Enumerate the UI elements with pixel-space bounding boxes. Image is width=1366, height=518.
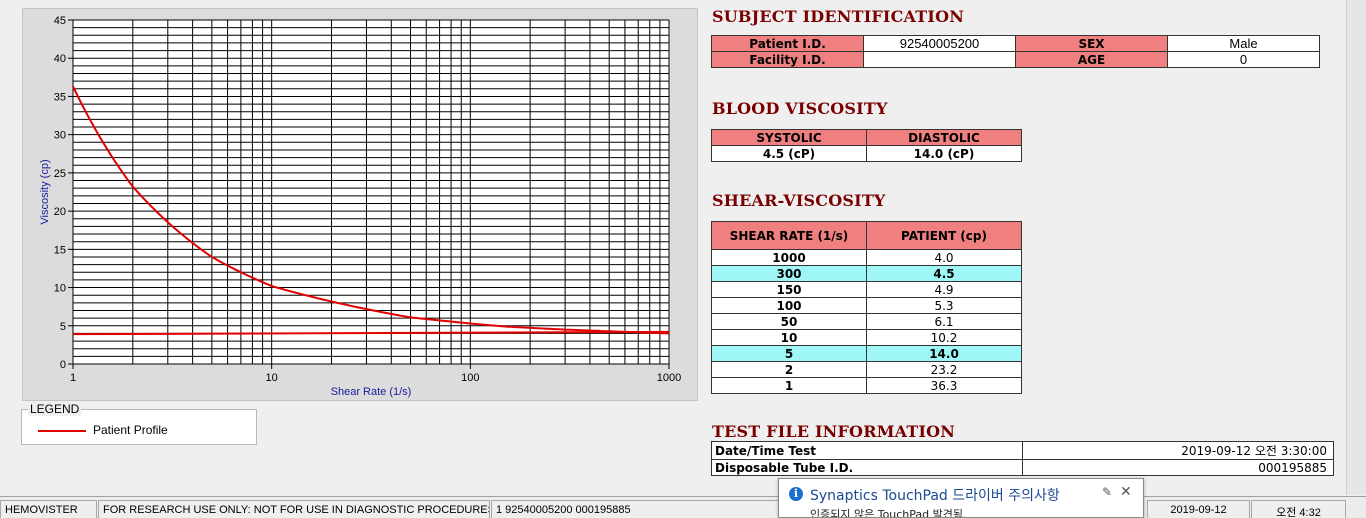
y-axis-label: Viscosity (cp) — [39, 159, 51, 224]
blood-viscosity-table: SYSTOLIC DIASTOLIC 4.5 (cP) 14.0 (cP) — [711, 129, 1022, 162]
shear-rate-header: SHEAR RATE (1/s) — [711, 221, 867, 250]
systolic-header: SYSTOLIC — [711, 129, 867, 146]
datetime-label: Date/Time Test — [711, 441, 1023, 460]
patient-value-cell: 4.9 — [866, 281, 1022, 298]
y-tick-label: 10 — [54, 283, 66, 295]
y-tick-label: 45 — [54, 15, 66, 27]
patient-value-cell: 23.2 — [866, 361, 1022, 378]
x-tick-label: 100 — [461, 372, 479, 384]
pin-icon[interactable]: ✎ — [1102, 485, 1113, 499]
notification-body: 인증되지 않은 TouchPad 발견됨. — [810, 508, 967, 518]
subject-identification-title: SUBJECT IDENTIFICATION — [712, 7, 965, 26]
status-research-notice: FOR RESEARCH USE ONLY: NOT FOR USE IN DI… — [98, 500, 490, 518]
subject-identification-table: Patient I.D. 92540005200 SEX Male Facili… — [711, 35, 1320, 68]
test-file-table: Date/Time Test 2019-09-12 오전 3:30:00 Dis… — [711, 441, 1334, 476]
patient-id-value: 92540005200 — [863, 35, 1016, 52]
datetime-value: 2019-09-12 오전 3:30:00 — [1022, 441, 1334, 460]
table-row: 1 36.3 — [711, 377, 1022, 394]
systolic-value: 4.5 (cP) — [711, 145, 867, 162]
shear-rate-cell: 2 — [711, 361, 867, 378]
sex-value: Male — [1167, 35, 1320, 52]
touchpad-notification[interactable]: i Synaptics TouchPad 드라이버 주의사항 인증되지 않은 T… — [778, 478, 1144, 518]
shear-rate-cell: 5 — [711, 345, 867, 362]
tube-id-value: 000195885 — [1022, 459, 1334, 476]
table-row: 2 23.2 — [711, 361, 1022, 378]
legend-label: Patient Profile — [93, 423, 168, 437]
y-tick-label: 20 — [54, 206, 66, 218]
sex-label: SEX — [1015, 35, 1168, 52]
diastolic-value: 14.0 (cP) — [866, 145, 1022, 162]
viscosity-chart: 0 5 10 15 20 25 30 35 40 45 1 10 100 1000 Shear Rate (… — [39, 15, 681, 398]
patient-value-cell: 4.0 — [866, 249, 1022, 266]
y-tick-label: 40 — [54, 53, 66, 65]
y-tick-label: 30 — [54, 130, 66, 142]
facility-id-value — [863, 51, 1016, 68]
legend-line-swatch — [38, 430, 86, 432]
shear-viscosity-title: SHEAR-VISCOSITY — [712, 191, 886, 210]
x-axis-label: Shear Rate (1/s) — [331, 386, 412, 398]
info-icon: i — [789, 487, 803, 501]
age-label: AGE — [1015, 51, 1168, 68]
vertical-scrollbar[interactable] — [1346, 0, 1366, 495]
table-row: 100 5.3 — [711, 297, 1022, 314]
patient-value-cell: 10.2 — [866, 329, 1022, 346]
notification-title: Synaptics TouchPad 드라이버 주의사항 — [810, 488, 1060, 504]
blood-viscosity-title: BLOOD VISCOSITY — [712, 99, 888, 118]
shear-rate-cell: 100 — [711, 297, 867, 314]
status-app-name: HEMOVISTER — [0, 500, 97, 518]
shear-rate-cell: 150 — [711, 281, 867, 298]
table-row: 10 10.2 — [711, 329, 1022, 346]
patient-value-cell: 4.5 — [866, 265, 1022, 282]
chart-legend: LEGEND Patient Profile — [21, 402, 257, 445]
y-tick-label: 0 — [60, 359, 66, 371]
legend-title: LEGEND — [28, 402, 82, 416]
tube-id-label: Disposable Tube I.D. — [711, 459, 1023, 476]
diastolic-header: DIASTOLIC — [866, 129, 1022, 146]
close-icon[interactable]: ✕ — [1120, 483, 1132, 499]
viscosity-chart-panel: 0 5 10 15 20 25 30 35 40 45 1 10 100 1000 Shear Rate (… — [22, 8, 698, 401]
x-tick-label: 1 — [70, 372, 76, 384]
patient-value-cell: 6.1 — [866, 313, 1022, 330]
table-row-highlighted: 5 14.0 — [711, 345, 1022, 362]
y-tick-label: 15 — [54, 244, 66, 256]
shear-rate-cell: 300 — [711, 265, 867, 282]
age-value: 0 — [1167, 51, 1320, 68]
shear-rate-cell: 1000 — [711, 249, 867, 266]
table-row: 150 4.9 — [711, 281, 1022, 298]
patient-value-cell: 14.0 — [866, 345, 1022, 362]
y-tick-label: 5 — [60, 321, 66, 333]
facility-id-label: Facility I.D. — [711, 51, 864, 68]
shear-rate-cell: 1 — [711, 377, 867, 394]
patient-value-cell: 36.3 — [866, 377, 1022, 394]
x-tick-label: 1000 — [657, 372, 681, 384]
x-tick-label: 10 — [266, 372, 278, 384]
secondary-profile-line — [72, 330, 670, 336]
status-time: 오전 4:32 — [1251, 500, 1346, 518]
y-tick-label: 25 — [54, 168, 66, 180]
patient-id-label: Patient I.D. — [711, 35, 864, 52]
plot-area — [73, 20, 669, 364]
shear-rate-cell: 10 — [711, 329, 867, 346]
status-bar: HEMOVISTER FOR RESEARCH USE ONLY: NOT FO… — [0, 496, 1366, 518]
patient-cp-header: PATIENT (cp) — [866, 221, 1022, 250]
patient-profile-curve — [72, 86, 670, 335]
status-date: 2019-09-12 — [1147, 500, 1250, 518]
patient-value-cell: 5.3 — [866, 297, 1022, 314]
y-tick-label: 35 — [54, 91, 66, 103]
table-row: 1000 4.0 — [711, 249, 1022, 266]
shear-rate-cell: 50 — [711, 313, 867, 330]
shear-viscosity-table: SHEAR RATE (1/s) PATIENT (cp) 1000 4.0 30… — [711, 221, 1022, 394]
test-file-information-title: TEST FILE INFORMATION — [712, 422, 956, 441]
table-row-highlighted: 300 4.5 — [711, 265, 1022, 282]
status-record-info: 1 92540005200 000195885 — [491, 500, 781, 518]
table-row: 50 6.1 — [711, 313, 1022, 330]
